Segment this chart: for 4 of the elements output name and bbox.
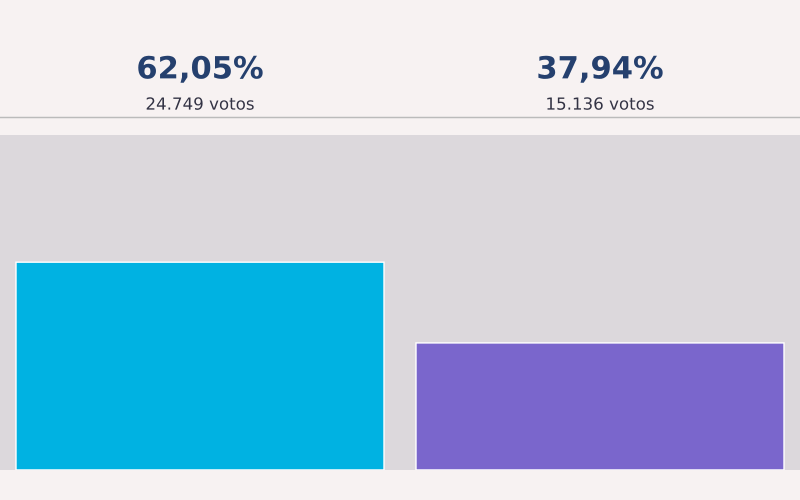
text: 24.749 votos bbox=[146, 97, 254, 110]
data-label: 37,94% bbox=[538, 56, 663, 83]
text: 15.136 votos bbox=[547, 97, 654, 110]
data-label: 62,05% bbox=[138, 56, 263, 83]
